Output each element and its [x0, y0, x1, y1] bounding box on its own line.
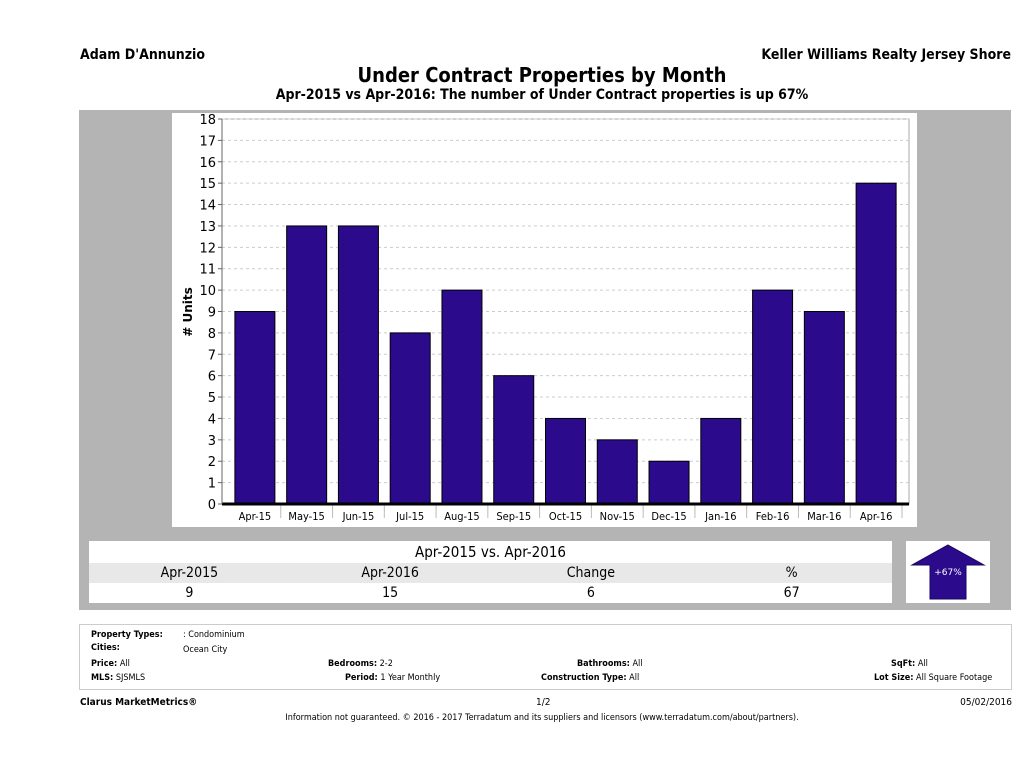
- y-tick-label: 17: [199, 134, 216, 149]
- label: Construction Type:: [541, 673, 627, 683]
- comparison-table: Apr-2015 vs. Apr-2016 Apr-2015 Apr-2016 …: [89, 541, 892, 603]
- label: Bathrooms:: [577, 659, 630, 669]
- y-tick-label: 0: [208, 498, 216, 513]
- y-tick-label: 2: [208, 455, 216, 470]
- change-badge-text: +67%: [934, 568, 962, 578]
- mls: SJSMLS: [115, 673, 146, 683]
- x-tick-label: Aug-15: [444, 510, 480, 523]
- header-cell: Apr-2016: [361, 565, 419, 581]
- bar: [545, 417, 586, 505]
- y-tick-label: 11: [199, 263, 216, 278]
- label: Price:: [91, 659, 118, 669]
- y-tick-label: 15: [199, 177, 216, 192]
- value-cell: 9: [185, 585, 194, 601]
- x-tick-label: May-15: [288, 510, 324, 523]
- x-tick-label: Sep-15: [496, 510, 531, 523]
- y-tick-label: 3: [208, 434, 216, 449]
- y-tick-label: 14: [199, 199, 216, 214]
- label: Property Types:: [91, 630, 163, 640]
- x-tick-label: Oct-15: [549, 510, 582, 523]
- label: Bedrooms:: [328, 659, 378, 669]
- bar: [286, 225, 328, 505]
- brand-footer: Clarus MarketMetrics®: [80, 697, 198, 708]
- lot-size: All Square Footage: [916, 673, 993, 683]
- value-cell: 67: [783, 585, 800, 601]
- header-cell: Change: [566, 565, 615, 581]
- x-tick-label: Mar-16: [807, 510, 841, 523]
- disclaimer: Information not guaranteed. © 2016 - 201…: [285, 713, 799, 723]
- report-date: 05/02/2016: [960, 697, 1012, 708]
- header-cell: %: [785, 565, 798, 581]
- label: SqFt:: [891, 659, 916, 669]
- bar: [700, 417, 742, 505]
- x-tick-label: Dec-15: [651, 510, 686, 523]
- property-types: : Condominium: [183, 630, 245, 640]
- x-tick-label: Apr-15: [239, 510, 272, 523]
- x-tick-label: Apr-16: [860, 510, 893, 523]
- label: MLS:: [91, 673, 114, 683]
- y-tick-label: 5: [208, 391, 216, 406]
- x-tick-label: Jan-16: [704, 510, 736, 523]
- page-subtitle: Apr-2015 vs Apr-2016: The number of Unde…: [275, 87, 809, 103]
- bathrooms: All: [632, 659, 643, 669]
- cities: Ocean City: [183, 645, 228, 655]
- y-tick-label: 4: [208, 412, 216, 427]
- bedrooms: 2-2: [379, 659, 393, 669]
- x-tick-label: Jun-15: [342, 510, 375, 523]
- y-tick-label: 7: [208, 348, 216, 363]
- bar: [855, 182, 897, 505]
- bar: [337, 225, 379, 505]
- y-tick-label: 12: [199, 241, 216, 256]
- page-number: 1/2: [536, 697, 551, 708]
- value-cell: 15: [382, 585, 399, 601]
- bar: [803, 311, 845, 505]
- change-badge: +67%: [906, 541, 990, 603]
- y-tick-label: 8: [208, 327, 216, 342]
- bar: [752, 289, 794, 505]
- y-tick-label: 6: [208, 370, 216, 385]
- label: Period:: [345, 673, 378, 683]
- y-axis-label: # Units: [181, 287, 195, 337]
- bar: [441, 289, 483, 505]
- price: All: [119, 659, 130, 669]
- y-tick-label: 18: [199, 113, 216, 128]
- brokerage-name: Keller Williams Realty Jersey Shore: [761, 47, 1011, 63]
- x-tick-label: Jul-15: [395, 510, 424, 523]
- value-cell: 6: [586, 585, 595, 601]
- bar: [596, 439, 638, 505]
- bar: [389, 332, 431, 505]
- bar: [493, 375, 535, 505]
- y-tick-label: 10: [199, 284, 216, 299]
- page-title: Under Contract Properties by Month: [357, 63, 727, 87]
- label: Lot Size:: [874, 673, 914, 683]
- y-tick-label: 16: [199, 156, 216, 171]
- comparison-title: Apr-2015 vs. Apr-2016: [89, 541, 892, 563]
- x-tick-label: Feb-16: [756, 510, 790, 523]
- header-cell: Apr-2015: [160, 565, 219, 581]
- bar: [234, 311, 276, 505]
- sqft: All: [917, 659, 928, 669]
- up-arrow-icon: +67%: [910, 544, 986, 600]
- bar-chart: # Units 0123456789101112131415161718Apr-…: [181, 113, 910, 523]
- y-tick-label: 9: [208, 306, 216, 321]
- construction-type: All: [629, 673, 640, 683]
- agent-name: Adam D'Annunzio: [80, 47, 206, 63]
- label: Cities:: [91, 643, 120, 653]
- x-tick-label: Nov-15: [600, 510, 635, 523]
- y-tick-label: 13: [199, 220, 216, 235]
- y-tick-label: 1: [208, 477, 216, 492]
- bar: [648, 460, 690, 505]
- criteria-panel: Property Types: : Condominium Cities: Oc…: [79, 624, 1012, 690]
- period: 1 Year Monthly: [380, 673, 441, 683]
